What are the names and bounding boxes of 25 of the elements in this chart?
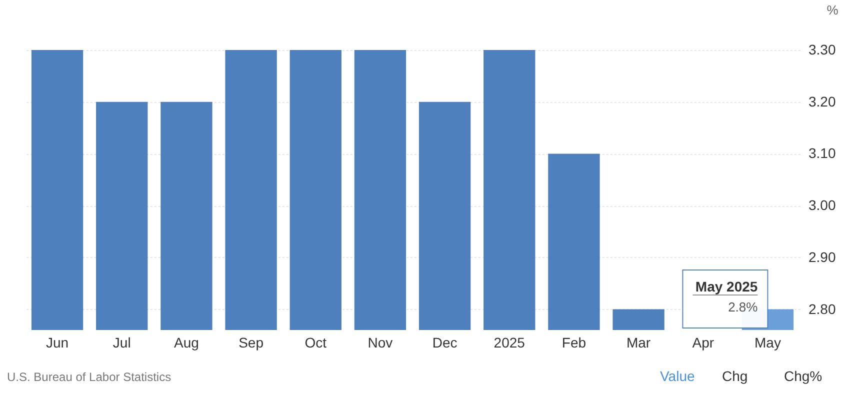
x-tick-label: Jul [112, 334, 131, 350]
x-tick-label: Apr [692, 334, 714, 350]
text: Chg% [784, 368, 822, 384]
x-tick-label: Aug [174, 334, 199, 350]
y-tick-label: 3.00 [808, 197, 836, 214]
y-tick-label: 3.10 [808, 145, 836, 162]
x-tick-label: Mar [626, 334, 651, 350]
text: Value [660, 368, 695, 384]
text: Chg [722, 368, 748, 384]
text: U.S. Bureau of Labor Statistics [7, 370, 172, 384]
x-tick-label: Nov [368, 334, 393, 350]
annotation: May 2025 [695, 278, 758, 294]
x-tick-label: 2025 [494, 334, 526, 350]
y-tick-label: 2.80 [808, 300, 836, 317]
x-tick-label: Sep [238, 334, 264, 350]
y-tick-label: 3.30 [808, 42, 836, 58]
x-tick-label: Feb [562, 334, 586, 350]
x-tick-label: Jun [46, 334, 69, 350]
x-tick-label: Oct [304, 334, 327, 350]
y-axis-title: % [826, 2, 839, 18]
x-tick-label: May [754, 334, 781, 350]
annotation: 2.8% [728, 299, 758, 314]
y-tick-label: 3.20 [808, 93, 836, 110]
y-tick-label: 2.90 [808, 248, 836, 265]
x-tick-label: Dec [432, 334, 458, 350]
